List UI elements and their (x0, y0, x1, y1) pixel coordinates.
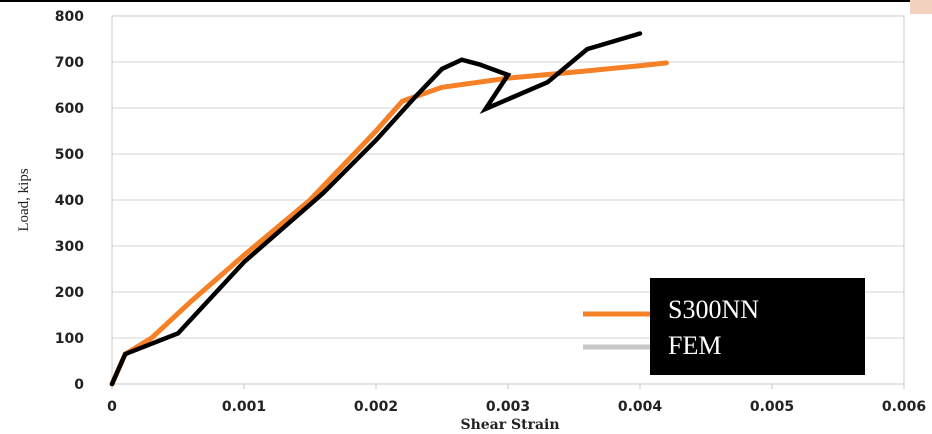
y-tick-label: 800 (55, 9, 84, 25)
legend-label-s300nn: S300NN (668, 295, 760, 324)
x-tick-label: 0.001 (222, 399, 266, 415)
y-tick-labels: 0 100 200 300 400 500 600 700 800 (55, 9, 84, 393)
top-rule (0, 0, 932, 2)
y-tick-label: 200 (55, 285, 84, 301)
x-tick-label: 0.003 (486, 399, 530, 415)
corner-mark (910, 0, 932, 14)
x-tick-label: 0.005 (750, 399, 794, 415)
x-tick-label: 0.006 (882, 399, 926, 415)
x-tick-label: 0.002 (354, 399, 398, 415)
y-tick-label: 500 (55, 147, 84, 163)
y-tick-label: 400 (55, 193, 84, 209)
y-tick-label: 100 (55, 331, 84, 347)
legend: S300NN FEM (650, 278, 865, 375)
series-line-s300nn (109, 60, 669, 387)
x-tick-label: 0.004 (618, 399, 663, 415)
y-axis-title: Load, kips (16, 168, 32, 231)
x-tick-labels: 0 0.001 0.002 0.003 0.004 0.005 0.006 (107, 399, 926, 415)
y-tick-label: 700 (55, 55, 84, 71)
y-tick-label: 0 (74, 377, 84, 393)
legend-label-fem: FEM (668, 331, 722, 360)
x-tick-label: 0 (107, 399, 117, 415)
x-axis-title: Shear Strain (460, 417, 559, 433)
series-line-fem (109, 31, 643, 387)
y-tick-label: 300 (55, 239, 84, 255)
series-lines (109, 31, 669, 387)
plot-area-border (111, 15, 905, 385)
y-tick-label: 600 (55, 101, 84, 117)
